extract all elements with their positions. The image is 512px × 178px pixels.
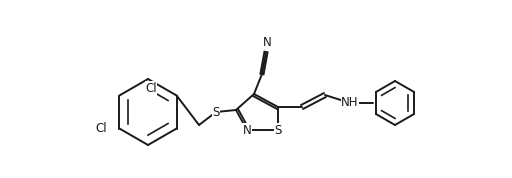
Text: Cl: Cl	[145, 82, 157, 95]
Text: S: S	[212, 106, 220, 119]
Text: S: S	[274, 124, 282, 137]
Text: NH: NH	[342, 96, 359, 109]
Text: N: N	[243, 124, 251, 137]
Text: Cl: Cl	[96, 122, 108, 135]
Text: N: N	[263, 36, 271, 49]
